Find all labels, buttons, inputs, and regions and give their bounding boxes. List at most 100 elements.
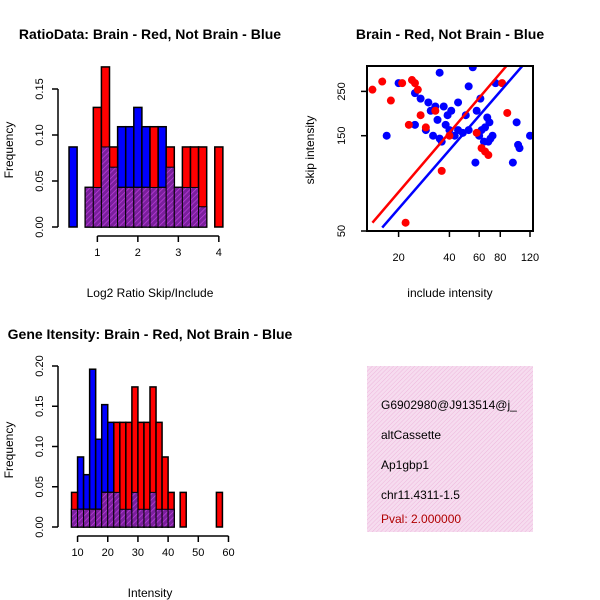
- p1-overlap-bar-11: [165, 166, 175, 228]
- p3-overlap-bar-1: [77, 508, 85, 528]
- scatter-blue-point-39: [488, 131, 497, 140]
- scatter-fit-line-1: [381, 66, 524, 229]
- p1-xtick-label-0: 1: [94, 247, 100, 259]
- scatter-blue-point-27: [471, 158, 480, 167]
- p3-ytick-label-3: 0.15: [34, 396, 46, 417]
- scatter-blue-point-4: [416, 94, 425, 103]
- p3-overlap-bar-15: [161, 508, 169, 528]
- scatter-blue-point-14: [439, 102, 448, 111]
- scatter-blue-point-6: [424, 98, 433, 107]
- scatter-blue-point-18: [447, 106, 456, 115]
- scatter-ytick-label-2: 250: [336, 82, 348, 100]
- p1-overlap-bar-13: [181, 186, 191, 228]
- scatter-blue-point-41: [508, 158, 517, 167]
- p3-overlap-bar-9: [125, 508, 133, 528]
- p3-xtick-label-2: 30: [132, 547, 144, 559]
- scatter-red-point-12: [437, 166, 446, 175]
- p3-overlap-bar-5: [101, 491, 109, 528]
- scatter-red-point-11: [431, 106, 440, 115]
- p1-ytick-label-2: 0.10: [34, 124, 46, 145]
- info-panel: G6902980@J913514@j_ altCassette Ap1gbp1 …: [367, 366, 533, 532]
- scatter-xtick-label-2: 60: [473, 252, 485, 264]
- scatter-red-point-1: [378, 77, 387, 86]
- intensity-histogram-title: Gene Itensity: Brain - Red, Not Brain - …: [8, 326, 293, 342]
- scatter-blue-point-37: [485, 118, 494, 127]
- scatter-red-point-0: [368, 85, 377, 94]
- p1-overlap-bar-14: [189, 186, 200, 228]
- scatter-blue-point-26: [468, 66, 477, 72]
- p1-overlap-bar-8: [141, 186, 151, 228]
- info-location: chr11.4311-1.5: [381, 488, 460, 502]
- p3-overlap-bar-7: [113, 491, 121, 528]
- scatter-xtick-label-3: 80: [494, 252, 506, 264]
- p3-xtick-label-4: 50: [192, 547, 204, 559]
- ratio-histogram-ylabel: Frequency: [2, 122, 16, 179]
- intensity-histogram-xlabel: Intensity: [128, 586, 173, 600]
- scatter-ytick-label-0: 50: [336, 225, 348, 237]
- p1-red-bar-15: [214, 146, 224, 228]
- scatter-xlabel: include intensity: [407, 286, 492, 300]
- p3-ytick-label-1: 0.05: [34, 476, 46, 497]
- scatter-xtick-label-1: 40: [443, 252, 455, 264]
- p3-blue-bar-3: [88, 368, 97, 528]
- p3-ytick-label-4: 0.20: [34, 355, 46, 376]
- p3-overlap-bar-16: [167, 508, 175, 528]
- scatter-blue-point-8: [429, 131, 438, 140]
- p1-ytick-label-0: 0.00: [34, 216, 46, 237]
- p1-blue-bar-0: [68, 146, 78, 228]
- p3-xtick-label-5: 60: [222, 547, 234, 559]
- scatter-red-point-17: [484, 151, 493, 160]
- p1-overlap-bar-15: [198, 206, 208, 228]
- scatter-red-point-4: [401, 218, 410, 227]
- scatter-title: Brain - Red, Not Brain - Blue: [356, 26, 544, 42]
- p1-overlap-bar-10: [157, 186, 167, 228]
- scatter-red-point-19: [503, 108, 512, 117]
- p3-overlap-bar-0: [71, 508, 79, 528]
- scatter-red-point-14: [472, 128, 481, 137]
- intensity-scatter: Brain - Red, Not Brain - Blue 20 40 60 80 12…: [303, 26, 544, 300]
- p3-overlap-bar-13: [149, 491, 157, 528]
- scatter-blue-point-44: [515, 144, 524, 153]
- p3-ytick-label-2: 0.10: [34, 436, 46, 457]
- p3-xtick-label-3: 40: [162, 547, 174, 559]
- p3-overlap-bar-12: [143, 508, 151, 528]
- scatter-red-point-2: [386, 96, 395, 105]
- p1-xtick-label-2: 3: [175, 247, 181, 259]
- intensity-histogram: Gene Itensity: Brain - Red, Not Brain - …: [2, 326, 293, 600]
- scatter-blue-point-12: [435, 68, 444, 77]
- scatter-ytick-label-1: 150: [336, 127, 348, 145]
- p1-overlap-bar-9: [149, 186, 159, 228]
- p3-overlap-bar-2: [83, 508, 91, 528]
- scatter-fit-line-0: [371, 66, 508, 224]
- scatter-blue-point-0: [382, 131, 391, 140]
- scatter-xtick-label-0: 20: [392, 252, 404, 264]
- scatter-blue-point-10: [433, 115, 442, 124]
- p1-ytick-label-3: 0.15: [34, 78, 46, 99]
- scatter-blue-point-28: [472, 106, 481, 115]
- scatter-blue-point-24: [464, 126, 473, 135]
- p3-ytick-label-0: 0.00: [34, 516, 46, 537]
- p1-xtick-label-1: 2: [135, 247, 141, 259]
- scatter-red-point-10: [421, 123, 430, 132]
- p3-overlap-bar-11: [137, 508, 145, 528]
- ratio-histogram: RatioData: Brain - Red, Not Brain - Blue…: [2, 26, 281, 300]
- p1-xtick-label-3: 4: [216, 247, 222, 259]
- scatter-red-point-8: [413, 85, 422, 94]
- p1-overlap-bar-3: [100, 146, 111, 228]
- info-event-id: G6902980@J913514@j_: [381, 398, 517, 412]
- scatter-blue-point-21: [454, 98, 463, 107]
- scatter-blue-point-45: [526, 131, 533, 140]
- p1-overlap-bar-5: [117, 186, 127, 228]
- ratio-histogram-xlabel: Log2 Ratio Skip/Include: [87, 286, 214, 300]
- scatter-xtick-label-4: 120: [521, 252, 539, 264]
- p3-overlap-bar-14: [155, 508, 163, 528]
- info-event-type: altCassette: [381, 428, 441, 442]
- p1-overlap-bar-2: [92, 186, 102, 228]
- info-panel-background: [367, 366, 533, 532]
- scatter-red-point-9: [416, 111, 425, 120]
- scatter-blue-point-42: [512, 118, 521, 127]
- intensity-histogram-ylabel: Frequency: [2, 422, 16, 479]
- scatter-red-point-7: [410, 79, 419, 88]
- p3-red-bar-18: [215, 491, 224, 528]
- p3-red-bar-17: [179, 491, 187, 528]
